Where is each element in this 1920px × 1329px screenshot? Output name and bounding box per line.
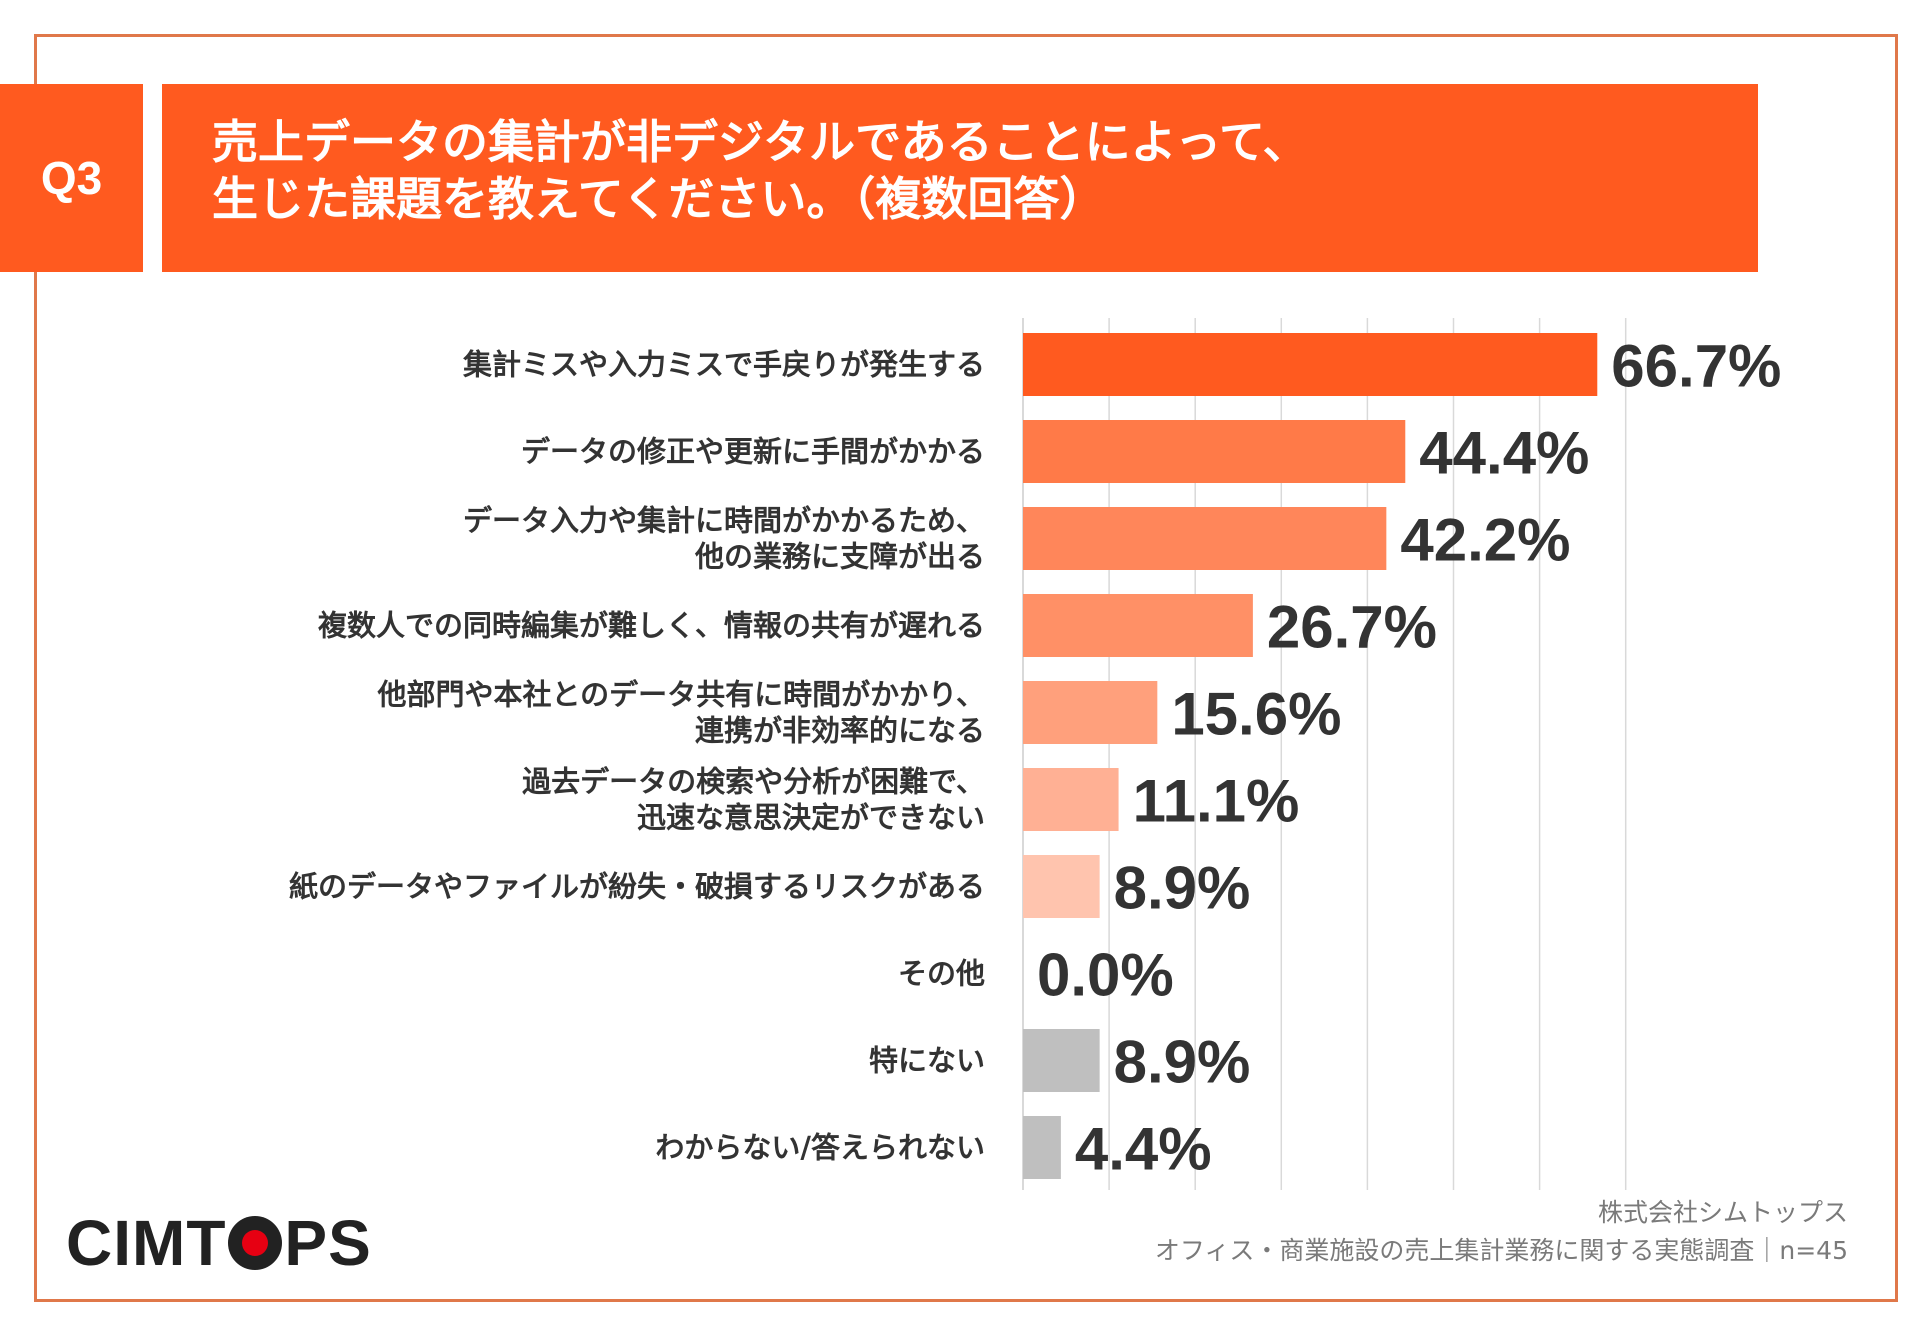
bar-0 <box>1023 333 1598 396</box>
value-label-9: 4.4% <box>1075 1116 1212 1183</box>
category-label-4-line-2: 連携が非効率的になる <box>695 714 985 748</box>
value-label-3: 26.7% <box>1267 594 1437 661</box>
source-note: 株式会社シムトップス オフィス・商業施設の売上集計業務に関する実態調査｜n=45 <box>1155 1194 1848 1270</box>
logo-text-part-1: CIMT <box>66 1207 227 1279</box>
category-label-5-line-2: 迅速な意思決定ができない <box>637 801 985 835</box>
category-label-1-line-1: データの修正や更新に手間がかかる <box>521 435 985 469</box>
value-label-2: 42.2% <box>1400 507 1570 574</box>
category-label-0-line-1: 集計ミスや入力ミスで手戻りが発生する <box>462 348 985 382</box>
cimtops-logo: CIMT PS <box>66 1210 372 1276</box>
category-label-3-line-1: 複数人での同時編集が難しく、情報の共有が遅れる <box>318 609 985 643</box>
category-labels: 集計ミスや入力ミスで手戻りが発生するデータの修正や更新に手間がかかるデータ入力や… <box>289 348 985 1165</box>
logo-text-part-2: PS <box>284 1207 372 1279</box>
value-label-6: 8.9% <box>1114 855 1251 922</box>
category-label-9-line-1: わからない/答えられない <box>655 1131 985 1165</box>
category-label-2-line-1: データ入力や集計に時間がかかるため、 <box>463 504 985 538</box>
category-label-5-line-1: 過去データの検索や分析が困難で、 <box>522 765 985 799</box>
question-badge: Q3 <box>0 84 143 272</box>
bar-3 <box>1023 594 1253 657</box>
category-label-4-line-1: 他部門や本社とのデータ共有に時間がかかり、 <box>376 678 985 712</box>
logo-o-mark-icon <box>228 1216 283 1270</box>
bars <box>1023 333 1598 1179</box>
bar-5 <box>1023 768 1119 831</box>
question-title-line-1: 売上データの集計が非デジタルであることによって、 <box>212 115 1309 169</box>
category-label-7-line-1: その他 <box>898 957 985 991</box>
source-survey: オフィス・商業施設の売上集計業務に関する実態調査｜n=45 <box>1154 1236 1848 1265</box>
value-label-7: 0.0% <box>1037 942 1174 1009</box>
category-label-8-line-1: 特にない <box>869 1044 985 1078</box>
value-label-8: 8.9% <box>1114 1029 1251 1096</box>
bar-2 <box>1023 507 1387 570</box>
bar-1 <box>1023 420 1406 483</box>
value-label-0: 66.7% <box>1611 333 1781 400</box>
value-label-5: 11.1% <box>1133 768 1300 835</box>
value-labels: 66.7% 44.4% 42.2% 26.7% 15.6% 11.1% 8.9% 0.0% 8.… <box>1037 333 1781 1183</box>
value-label-4: 15.6% <box>1171 681 1341 748</box>
bar-6 <box>1023 855 1100 918</box>
category-label-6-line-1: 紙のデータやファイルが紛失・破損するリスクがある <box>289 870 985 904</box>
question-title-line-2: 生じた課題を教えてください。（複数回答） <box>212 172 1106 226</box>
value-label-1: 44.4% <box>1419 420 1589 487</box>
bar-4 <box>1023 681 1158 744</box>
bar-9 <box>1023 1116 1061 1179</box>
bar-8 <box>1023 1029 1100 1092</box>
question-title: 売上データの集計が非デジタルであることによって、 生じた課題を教えてください。（… <box>162 84 1758 272</box>
outer-frame <box>34 34 1898 1302</box>
category-label-2-line-2: 他の業務に支障が出る <box>694 540 985 574</box>
source-company: 株式会社シムトップス <box>1597 1198 1848 1227</box>
